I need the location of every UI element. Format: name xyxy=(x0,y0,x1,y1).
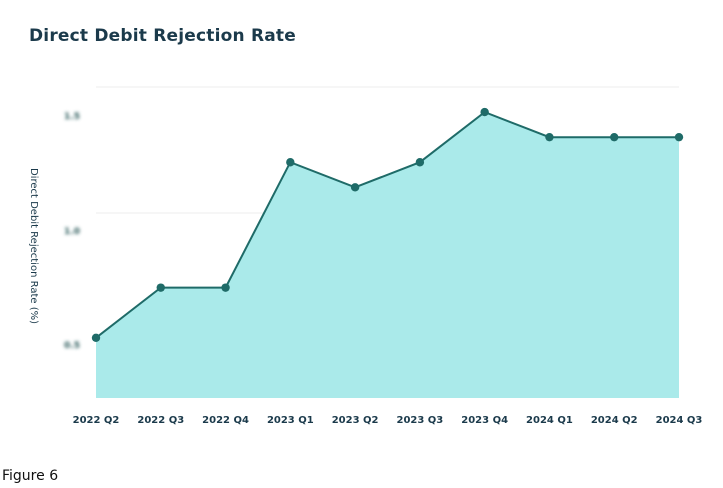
data-point xyxy=(286,158,295,167)
x-tick-label: 2022 Q4 xyxy=(202,415,249,426)
data-point xyxy=(545,132,554,142)
y-tick-label: 0.5 xyxy=(64,341,80,351)
data-point xyxy=(350,183,360,192)
data-point xyxy=(156,283,165,292)
y-tick-label: 1.0 xyxy=(64,227,80,237)
chart-title: Direct Debit Rejection Rate xyxy=(29,26,296,46)
data-point xyxy=(610,132,619,142)
data-point xyxy=(480,107,489,117)
y-axis-ticks: 0.5 1.0 1.5 xyxy=(64,112,80,351)
y-tick-label: 1.5 xyxy=(64,112,80,122)
y-axis-label: Direct Debit Rejection Rate (%) xyxy=(28,168,39,324)
x-tick-label: 2024 Q3 xyxy=(656,415,703,426)
x-tick-label: 2023 Q4 xyxy=(461,415,508,426)
x-tick-label: 2022 Q2 xyxy=(73,415,120,426)
x-tick-label: 2024 Q2 xyxy=(591,415,638,426)
x-tick-label: 2022 Q3 xyxy=(137,415,184,426)
data-point xyxy=(91,333,101,343)
x-tick-label: 2023 Q3 xyxy=(396,415,443,426)
x-tick-label: 2023 Q1 xyxy=(267,415,314,426)
area-fill xyxy=(96,112,679,398)
x-tick-label: 2024 Q1 xyxy=(526,415,573,426)
x-tick-label: 2023 Q2 xyxy=(332,415,379,426)
figure-label: Figure 6 xyxy=(2,468,59,484)
data-point xyxy=(221,283,230,292)
x-axis-ticks: 2022 Q2 2022 Q3 2022 Q4 2023 Q1 2023 Q2 2023 … xyxy=(73,415,703,426)
data-points xyxy=(91,107,684,343)
data-point xyxy=(674,132,684,142)
data-point xyxy=(415,158,425,167)
series-line xyxy=(95,110,679,339)
